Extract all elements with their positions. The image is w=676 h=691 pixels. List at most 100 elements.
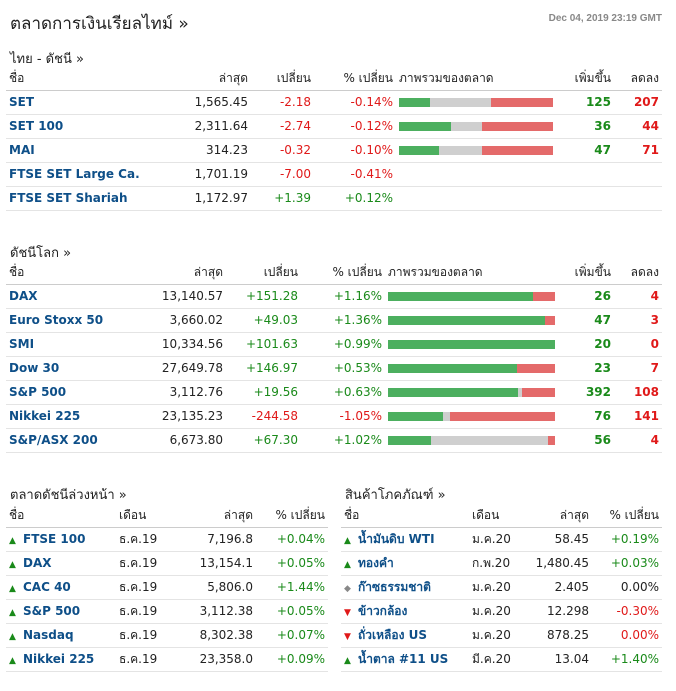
col-change: เปลี่ยน	[251, 67, 314, 91]
index-name-link[interactable]: S&P/ASX 200	[6, 428, 146, 453]
index-name-link[interactable]: Dow 30	[6, 356, 146, 381]
unchanged-segment	[451, 121, 483, 131]
advancing-segment	[399, 97, 430, 107]
last-value: 1,701.19	[171, 162, 251, 187]
quote-name-link[interactable]: ทองคำ	[358, 555, 394, 570]
col-last: ล่าสุด	[527, 504, 592, 528]
arrow-down-icon: ▼	[344, 607, 351, 618]
quote-name-link[interactable]: CAC 40	[23, 580, 71, 594]
market-breadth-bar	[388, 435, 555, 445]
pct-change-value: -1.05%	[301, 404, 385, 429]
advancing-segment	[388, 411, 444, 421]
last-value: 314.23	[171, 138, 251, 163]
change-value: +1.39	[251, 186, 314, 211]
decliners-count: 44	[614, 114, 662, 139]
diamond-icon: ◆	[344, 583, 351, 594]
page-title-link[interactable]: ตลาดการเงินเรียลไทม์ »	[10, 14, 189, 34]
pct-change-value: +0.53%	[301, 356, 385, 381]
index-name-link[interactable]: SET 100	[6, 114, 171, 139]
pct-change-value: +0.63%	[301, 380, 385, 405]
unchanged-segment	[439, 145, 483, 155]
quote-name-cell[interactable]: ▼ ถั่วเหลือง US	[341, 623, 469, 648]
last-value: 6,673.80	[146, 428, 226, 453]
declining-segment	[521, 387, 555, 397]
index-name-link[interactable]: Euro Stoxx 50	[6, 308, 146, 333]
quote-name-cell[interactable]: ▲ CAC 40	[6, 575, 116, 600]
index-name-link[interactable]: FTSE SET Shariah	[6, 186, 171, 211]
last-value: 10,334.56	[146, 332, 226, 357]
index-name-link[interactable]: SET	[6, 90, 171, 115]
pct-change-value: 0.00%	[592, 575, 662, 600]
quote-name-link[interactable]: S&P 500	[23, 604, 81, 618]
quote-name-link[interactable]: น้ำตาล #11 US	[358, 651, 449, 666]
market-breadth-bar	[388, 411, 555, 421]
col-last: ล่าสุด	[171, 67, 251, 91]
decliners-count: 4	[614, 428, 662, 453]
arrow-up-icon: ▲	[9, 584, 16, 594]
quote-name-link[interactable]: ข้าวกล้อง	[358, 603, 408, 618]
futures-section-title[interactable]: ตลาดดัชนีล่วงหน้า »	[10, 488, 127, 503]
index-name-link[interactable]: Nikkei 225	[6, 404, 146, 429]
change-value: +49.03	[226, 308, 301, 333]
quote-row: ▲ CAC 40 ธ.ค.19 5,806.0 +1.44%	[6, 575, 328, 600]
market-breadth-cell	[385, 356, 558, 381]
quote-row: ▲ น้ำมันดิบ WTI ม.ค.20 58.45 +0.19%	[341, 527, 662, 552]
col-name: ชื่อ	[341, 504, 469, 528]
quote-name-cell[interactable]: ▲ Nasdaq	[6, 623, 116, 648]
pct-change-value: -0.10%	[314, 138, 396, 163]
index-name-link[interactable]: FTSE SET Large Ca.	[6, 162, 171, 187]
last-value: 5,806.0	[176, 575, 256, 600]
quote-row: ▲ ทองคำ ก.พ.20 1,480.45 +0.03%	[341, 551, 662, 576]
quote-name-cell[interactable]: ▲ DAX	[6, 551, 116, 576]
last-value: 3,112.38	[176, 599, 256, 624]
last-value: 23,358.0	[176, 647, 256, 672]
declining-segment	[491, 97, 553, 107]
quote-name-link[interactable]: น้ำมันดิบ WTI	[358, 531, 435, 546]
quote-name-link[interactable]: Nasdaq	[23, 628, 74, 642]
index-row: SET 1,565.45 -2.18 -0.14% 125 207	[6, 90, 662, 115]
advancing-segment	[388, 291, 534, 301]
quote-row: ▲ Nasdaq ธ.ค.19 8,302.38 +0.07%	[6, 623, 328, 648]
quote-name-cell[interactable]: ▲ S&P 500	[6, 599, 116, 624]
decliners-count: 141	[614, 404, 662, 429]
quote-name-link[interactable]: ก๊าซธรรมชาติ	[358, 579, 431, 594]
index-name-link[interactable]: MAI	[6, 138, 171, 163]
index-name-link[interactable]: SMI	[6, 332, 146, 357]
pct-change-value: +0.05%	[256, 551, 328, 576]
index-row: S&P 500 3,112.76 +19.56 +0.63% 392 108	[6, 380, 662, 405]
pct-change-value: -0.12%	[314, 114, 396, 139]
col-name: ชื่อ	[6, 67, 171, 91]
quote-name-link[interactable]: FTSE 100	[23, 532, 86, 546]
arrow-up-icon: ▲	[9, 608, 16, 618]
index-name-link[interactable]: DAX	[6, 284, 146, 309]
quote-name-cell[interactable]: ◆ ก๊าซธรรมชาติ	[341, 575, 469, 600]
change-value: +101.63	[226, 332, 301, 357]
quote-name-cell[interactable]: ▲ ทองคำ	[341, 551, 469, 576]
last-value: 3,660.02	[146, 308, 226, 333]
col-change: เปลี่ยน	[226, 261, 301, 285]
market-breadth-bar	[388, 315, 555, 325]
col-advancers: เพิ่มขึ้น	[558, 261, 614, 285]
pct-change-value: +0.05%	[256, 599, 328, 624]
col-name: ชื่อ	[6, 261, 146, 285]
quote-name-cell[interactable]: ▲ Nikkei 225	[6, 647, 116, 672]
advancers-count: 125	[556, 90, 614, 115]
market-breadth-cell	[396, 114, 556, 139]
quote-name-link[interactable]: ถั่วเหลือง US	[358, 627, 427, 642]
contract-month: ธ.ค.19	[116, 647, 176, 672]
declining-segment	[544, 315, 555, 325]
thai-index-table: ชื่อ ล่าสุด เปลี่ยน % เปลี่ยน ภาพรวมของต…	[6, 67, 662, 211]
world-section-title[interactable]: ดัชนีโลก »	[10, 246, 72, 261]
commodities-section-title[interactable]: สินค้าโภคภัณฑ์ »	[345, 488, 446, 503]
quote-name-cell[interactable]: ▼ ข้าวกล้อง	[341, 599, 469, 624]
quote-name-link[interactable]: Nikkei 225	[23, 652, 95, 666]
market-breadth-cell	[396, 138, 556, 163]
quote-name-cell[interactable]: ▲ น้ำตาล #11 US	[341, 647, 469, 672]
market-breadth-cell	[385, 428, 558, 453]
quote-name-cell[interactable]: ▲ น้ำมันดิบ WTI	[341, 527, 469, 552]
quote-name-link[interactable]: DAX	[23, 556, 52, 570]
quote-name-cell[interactable]: ▲ FTSE 100	[6, 527, 116, 552]
thai-section-title[interactable]: ไทย - ดัชนี »	[10, 52, 84, 67]
index-name-link[interactable]: S&P 500	[6, 380, 146, 405]
advancers-count: 392	[558, 380, 614, 405]
